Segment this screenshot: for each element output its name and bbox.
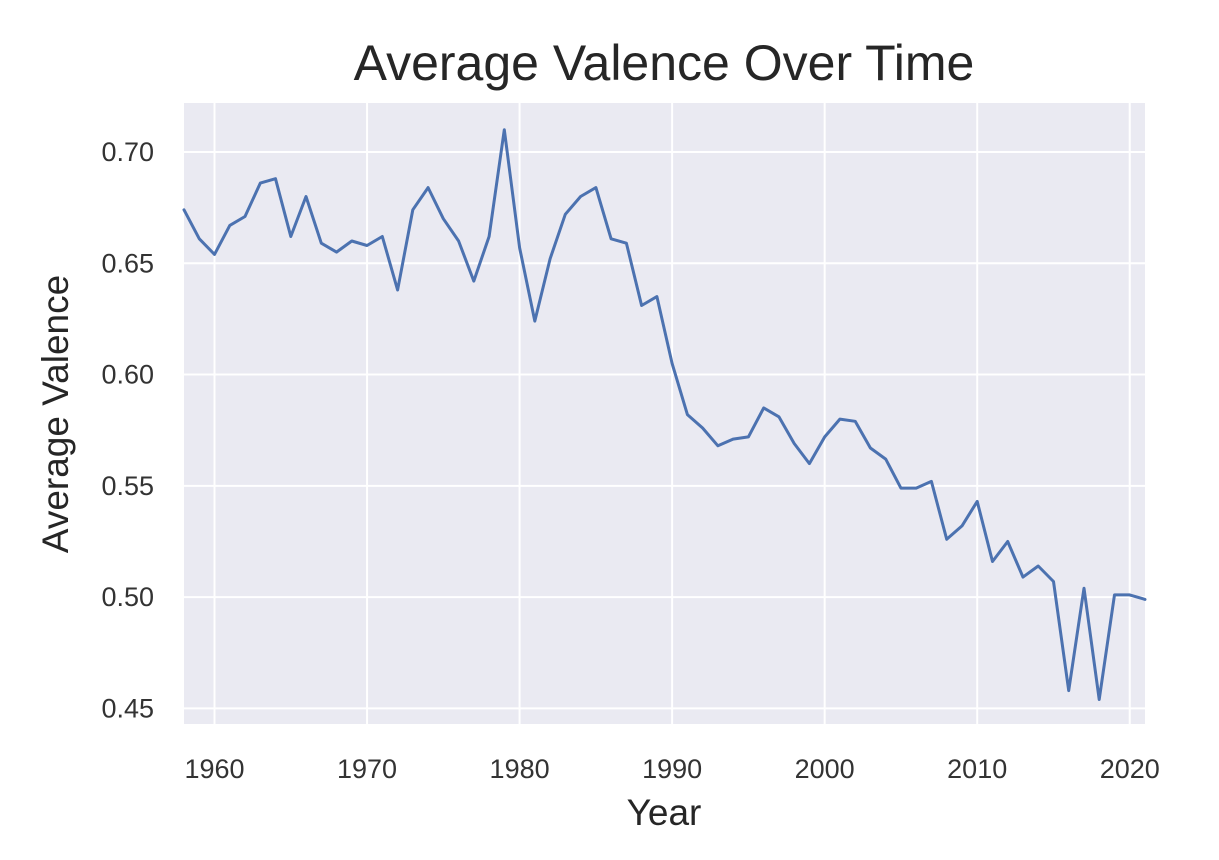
x-axis-label: Year xyxy=(627,792,702,833)
chart-title: Average Valence Over Time xyxy=(354,35,975,91)
y-tick-label: 0.60 xyxy=(101,360,154,390)
x-tick-label: 2020 xyxy=(1100,754,1160,784)
x-tick-label: 1980 xyxy=(490,754,550,784)
y-tick-label: 0.70 xyxy=(101,137,154,167)
y-tick-label: 0.50 xyxy=(101,582,154,612)
x-tick-label: 2010 xyxy=(947,754,1007,784)
y-tick-label: 0.45 xyxy=(101,693,154,723)
x-tick-label: 1970 xyxy=(337,754,397,784)
y-axis-label: Average Valence xyxy=(35,275,76,553)
x-tick-label: 1960 xyxy=(184,754,244,784)
series-layer xyxy=(182,128,1147,701)
plot-area xyxy=(184,103,1145,724)
x-tick-label: 2000 xyxy=(795,754,855,784)
series-line xyxy=(182,128,1147,701)
x-axis-ticks: 1960 1970 1980 1990 2000 2010 2020 xyxy=(184,754,1159,784)
x-tick-label: 1990 xyxy=(642,754,702,784)
grid-lines xyxy=(184,103,1145,724)
y-axis-ticks: 0.45 0.50 0.55 0.60 0.65 0.70 xyxy=(101,137,154,723)
y-tick-label: 0.65 xyxy=(101,248,154,278)
y-tick-label: 0.55 xyxy=(101,471,154,501)
